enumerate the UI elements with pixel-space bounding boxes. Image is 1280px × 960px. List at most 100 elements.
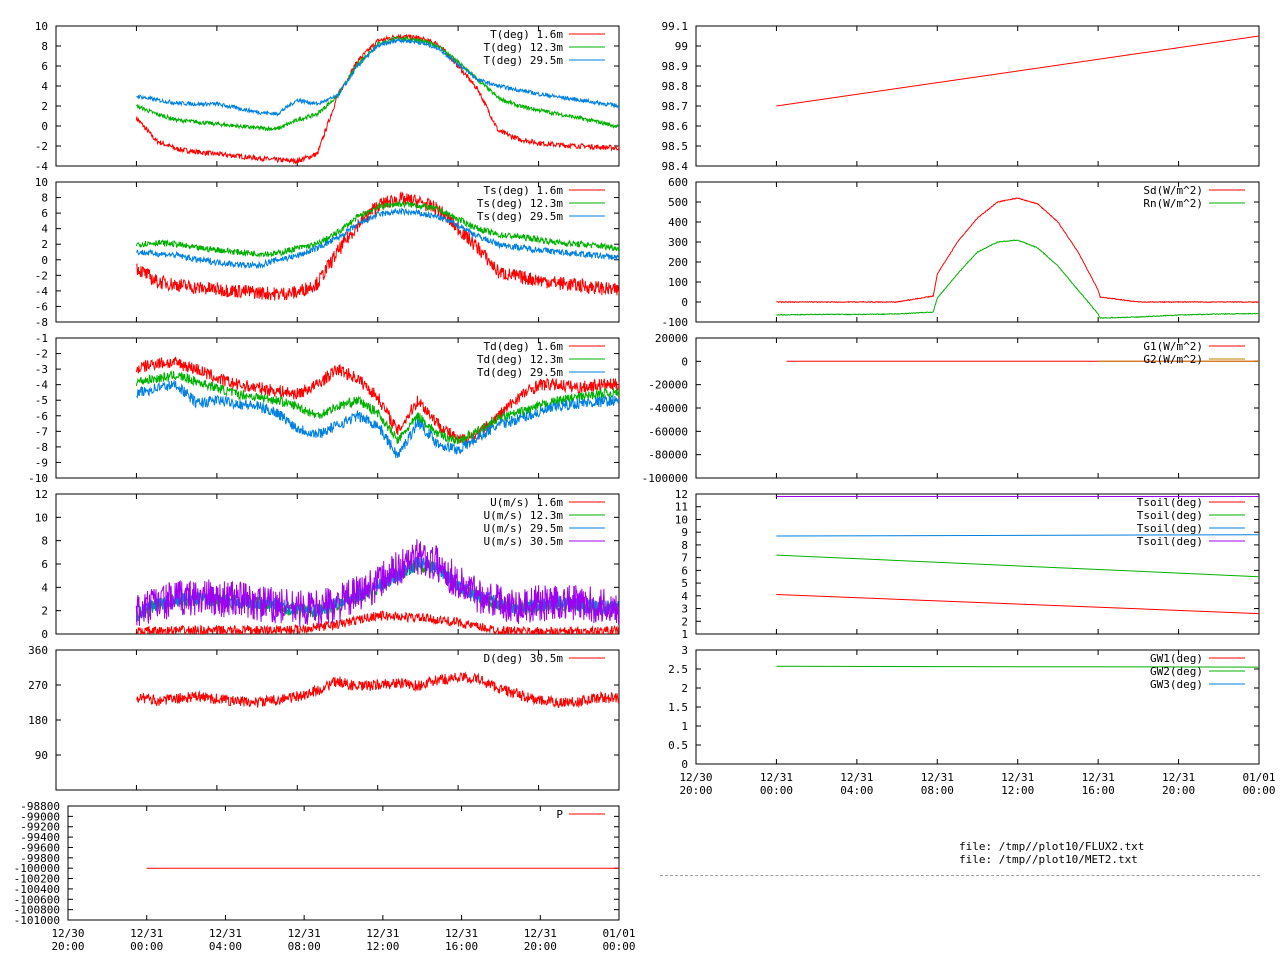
legend-label: T(deg) 29.5m [484,54,564,67]
series-line [136,37,619,117]
panel-wind_speed: 0 2 4 6 8 10 12 U(m/s) 1.6mU(m/s) 12.3mU(m/s) 2… [35,488,620,641]
y-tick-label: 12 [675,488,688,501]
series-line [135,356,619,446]
series-line [135,370,619,445]
y-tick-label: 98.6 [662,120,689,133]
legend-label: GW3(deg) [1150,678,1203,691]
legend-label: U(m/s) 1.6m [490,496,563,509]
x-tick-label: 00:00 [1242,784,1275,797]
legend-label: Ts(deg) 1.6m [484,184,564,197]
x-tick-label: 12/31 [840,771,873,784]
y-tick-label: 2 [41,605,48,618]
y-tick-label: -99200 [20,821,60,834]
y-tick-label: 6 [41,207,48,220]
y-tick-label: -20000 [648,379,688,392]
y-tick-label: 10 [35,176,48,189]
x-tick-label: 20:00 [524,940,557,953]
y-tick-label: 100 [668,276,688,289]
legend-label: U(m/s) 29.5m [484,522,564,535]
y-tick-label: 2 [681,682,688,695]
y-tick-label: 300 [668,236,688,249]
series-line [776,665,1259,668]
y-tick-label: 10 [35,511,48,524]
y-tick-label: 10 [675,513,688,526]
plot-frame [695,25,1260,167]
y-tick-label: 11 [675,501,688,514]
panel-soil_temperature: 123456789101112Tsoil(deg)Tsoil(deg)Tsoil… [675,488,1260,641]
y-tick-label: 360 [28,644,48,657]
y-tick-label: -99600 [20,841,60,854]
series-line [776,197,1259,304]
x-tick-label: 12/31 [524,927,557,940]
y-tick-label: -100 [662,316,689,329]
y-tick-label: -4 [35,379,49,392]
y-tick-label: 0 [41,628,48,641]
y-tick-label: -5 [35,394,48,407]
y-tick-label: 4 [41,581,48,594]
series-line [136,35,619,132]
x-tick-label: 20:00 [51,940,84,953]
y-tick-label: 200 [668,256,688,269]
y-tick-label: -99400 [20,831,60,844]
x-tick-label: 12/31 [366,927,399,940]
plot-frame [55,25,620,167]
y-tick-label: 0 [681,758,688,771]
y-tick-label: -2 [35,140,48,153]
file-info-flux: file: /tmp//plot10/FLUX2.txt [959,840,1145,853]
series-line [776,554,1259,578]
y-tick-label: 10 [35,20,48,33]
y-tick-label: -101000 [14,914,60,927]
x-tick-label: 04:00 [840,784,873,797]
series-line [776,239,1259,319]
x-tick-label: 12/31 [1162,771,1195,784]
series-line [776,35,1259,107]
y-tick-label: 180 [28,714,48,727]
x-tick-label: 12/31 [445,927,478,940]
panel-temperature: -4 -2 0 2 4 6 8 10 T(deg) 1.6mT(deg) 12.3mT(deg)… [35,20,620,173]
panel-ground_flux: -100000 -80000 -60000 -40000 -20000 0 20000 G1(… [642,332,1260,485]
legend-label: T(deg) 12.3m [484,41,564,54]
series-line [135,201,619,259]
y-tick-label: 0 [681,355,688,368]
x-tick-label: 16:00 [445,940,478,953]
plot-frame [695,493,1260,635]
y-tick-label: -2 [35,269,48,282]
legend-label: P [556,808,563,821]
legend-label: Ts(deg) 29.5m [477,210,563,223]
x-tick-label: 08:00 [288,940,321,953]
y-tick-label: -100400 [14,883,60,896]
y-tick-label: -100000 [642,472,688,485]
x-tick-label: 12/31 [760,771,793,784]
y-tick-label: -6 [35,300,48,313]
y-tick-label: 98.7 [662,100,689,113]
legend-label: GW1(deg) [1150,652,1203,665]
series-line [135,610,619,634]
y-tick-label: 99 [675,40,688,53]
y-tick-label: 2.5 [668,663,688,676]
y-tick-label: -6 [35,410,48,423]
y-tick-label: 0 [41,120,48,133]
x-tick-label: 12/31 [1001,771,1034,784]
panel-dewpoint: -10-9-8-7-6-5-4-3-2-1Td(deg) 1.6mTd(deg)… [28,332,620,485]
legend-label: GW2(deg) [1150,665,1203,678]
series-line [135,33,619,165]
panel-humidity: 98.4 98.5 98.6 98.7 98.8 98.9 99 99.1 [662,20,1260,173]
y-tick-label: 270 [28,679,48,692]
y-tick-label: -98800 [20,800,60,813]
y-tick-label: 3 [681,644,688,657]
x-tick-label: 12/31 [921,771,954,784]
y-tick-label: 8 [41,535,48,548]
legend-label: U(m/s) 12.3m [484,509,564,522]
x-tick-label: 20:00 [1162,784,1195,797]
legend-label: Tsoil(deg) [1137,535,1203,548]
x-tick-label: 00:00 [130,940,163,953]
file-info-met: file: /tmp//plot10/MET2.txt [959,853,1138,866]
y-tick-label: 6 [41,60,48,73]
panel-radiation: -100 0 100 200 300 400 500 600 Sd(W/m^2)Rn(W/m^2… [662,176,1260,329]
y-tick-label: -4 [35,160,49,173]
series-line [135,671,619,709]
y-tick-label: 4 [41,80,48,93]
divider-line [660,875,1260,876]
legend-label: Td(deg) 12.3m [477,353,563,366]
